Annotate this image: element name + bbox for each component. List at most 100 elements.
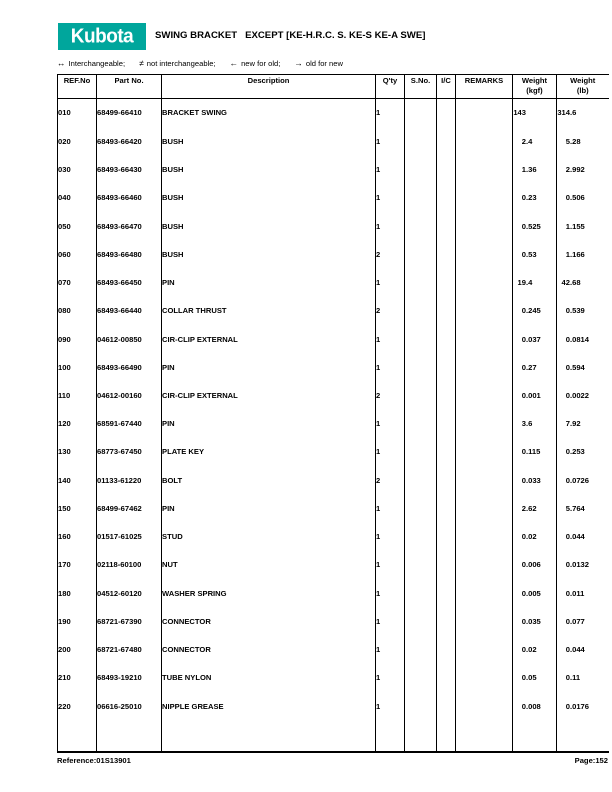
cell-weight-lb: 1.166 xyxy=(565,249,585,259)
cell-weight-lb: 0.044 xyxy=(565,645,585,655)
table-row: 150 68499-67462 PIN 1 2.62 5.764 xyxy=(57,495,609,524)
cell-description: TUBE NYLON xyxy=(161,664,376,693)
cell-ic xyxy=(436,410,456,439)
table-header-row: REF.No Part No. Description Q'ty S.No. I… xyxy=(57,74,609,99)
col-header-qty: Q'ty xyxy=(375,74,405,99)
cell-remarks xyxy=(455,382,513,411)
cell-sno xyxy=(404,692,437,722)
cell-qty: 1 xyxy=(375,410,405,439)
table-row: 140 01133-61220 BOLT 2 0.033 0.0726 xyxy=(57,466,609,496)
parts-table: REF.No Part No. Description Q'ty S.No. I… xyxy=(57,74,609,753)
cell-ic xyxy=(436,692,456,722)
cell-ic xyxy=(436,212,456,241)
cell-qty: 2 xyxy=(375,297,405,326)
cell-description: BUSH xyxy=(161,184,376,213)
cell-ic xyxy=(436,579,456,609)
cell-ref-no: 220 xyxy=(57,692,97,722)
cell-weight-lb: 0.0814 xyxy=(565,334,590,344)
table-row: 110 04612-00160 CIR-CLIP EXTERNAL 2 0.00… xyxy=(57,382,609,411)
cell-ref-no: 180 xyxy=(57,579,97,609)
legend-item-not-interchangeable: ≠ not interchangeable; xyxy=(139,58,216,68)
cell-sno xyxy=(404,495,437,524)
col-header-sno: S.No. xyxy=(404,74,437,99)
cell-remarks xyxy=(455,325,513,354)
table-row: 210 68493-19210 TUBE NYLON 1 0.05 0.11 xyxy=(57,664,609,693)
cell-ref-no: 030 xyxy=(57,156,97,185)
cell-ic xyxy=(436,128,456,157)
cell-weight-kgf: 0.23 xyxy=(512,184,557,213)
cell-ic xyxy=(436,551,456,580)
cell-ref-no: 210 xyxy=(57,664,97,693)
cell-remarks xyxy=(455,523,513,552)
cell-description: NIPPLE GREASE xyxy=(161,692,376,722)
cell-weight-lb: 0.0132 xyxy=(565,560,590,570)
cell-weight-kgf: 0.02 xyxy=(512,523,557,552)
cell-description: BRACKET SWING xyxy=(161,98,376,129)
col-header-part-no: Part No. xyxy=(96,74,162,99)
cell-weight-kgf: 1.36 xyxy=(512,156,557,185)
cell-ic xyxy=(436,664,456,693)
cell-description: PIN xyxy=(161,269,376,298)
cell-description: NUT xyxy=(161,551,376,580)
col-header-weight-lb: Weight (lb) xyxy=(556,74,609,99)
cell-part-no: 68493-66490 xyxy=(96,353,162,383)
cell-weight-lb: 0.0176 xyxy=(565,701,590,711)
col-header-weight-kgf: Weight (kgf) xyxy=(512,74,557,99)
cell-weight-lb: 0.506 xyxy=(565,193,585,203)
cell-description: STUD xyxy=(161,523,376,552)
cell-ic xyxy=(436,608,456,637)
cell-part-no: 68499-67462 xyxy=(96,495,162,524)
table-row: 100 68493-66490 PIN 1 0.27 0.594 xyxy=(57,353,609,383)
cell-qty: 1 xyxy=(375,353,405,383)
cell-qty: 1 xyxy=(375,98,405,129)
table-row: 130 68773-67450 PLATE KEY 1 0.115 0.253 xyxy=(57,438,609,467)
cell-sno xyxy=(404,466,437,496)
cell-ic xyxy=(436,466,456,496)
cell-qty: 1 xyxy=(375,608,405,637)
cell-remarks xyxy=(455,466,513,496)
cell-weight-kgf: 0.001 xyxy=(512,382,557,411)
cell-remarks xyxy=(455,438,513,467)
cell-weight-kgf: 0.005 xyxy=(512,579,557,609)
cell-ic xyxy=(436,495,456,524)
cell-qty: 1 xyxy=(375,551,405,580)
cell-part-no: 68493-66450 xyxy=(96,269,162,298)
cell-weight-kgf: 0.037 xyxy=(512,325,557,354)
cell-sno xyxy=(404,523,437,552)
cell-weight-lb: 0.077 xyxy=(565,616,585,626)
cell-remarks xyxy=(455,241,513,270)
table-row: 120 68591-67440 PIN 1 3.6 7.92 xyxy=(57,410,609,439)
cell-qty: 2 xyxy=(375,382,405,411)
cell-description: CONNECTOR xyxy=(161,636,376,665)
cell-part-no: 68493-66420 xyxy=(96,128,162,157)
cell-qty: 1 xyxy=(375,438,405,467)
cell-ref-no: 100 xyxy=(57,353,97,383)
legend-item-label: new for old; xyxy=(241,59,281,68)
table-row: 040 68493-66460 BUSH 1 0.23 0.506 xyxy=(57,184,609,213)
cell-qty: 1 xyxy=(375,184,405,213)
table-row: 220 06616-25010 NIPPLE GREASE 1 0.008 0.… xyxy=(57,692,609,722)
cell-qty: 1 xyxy=(375,636,405,665)
cell-ref-no: 050 xyxy=(57,212,97,241)
cell-ref-no: 070 xyxy=(57,269,97,298)
cell-ic xyxy=(436,382,456,411)
cell-part-no: 68591-67440 xyxy=(96,410,162,439)
cell-description: BUSH xyxy=(161,128,376,157)
cell-sno xyxy=(404,410,437,439)
cell-remarks xyxy=(455,156,513,185)
cell-weight-lb: 0.0022 xyxy=(565,391,590,401)
cell-remarks xyxy=(455,212,513,241)
kubota-logo: Kubota xyxy=(58,23,146,50)
cell-qty: 2 xyxy=(375,466,405,496)
table-empty-area xyxy=(57,721,609,752)
cell-remarks xyxy=(455,297,513,326)
cell-qty: 1 xyxy=(375,664,405,693)
cell-sno xyxy=(404,241,437,270)
col-header-description: Description xyxy=(161,74,376,99)
cell-part-no: 68721-67390 xyxy=(96,608,162,637)
cell-description: CIR-CLIP EXTERNAL xyxy=(161,325,376,354)
legend-item-label: not interchangeable; xyxy=(146,59,216,68)
cell-description: COLLAR THRUST xyxy=(161,297,376,326)
cell-remarks xyxy=(455,128,513,157)
